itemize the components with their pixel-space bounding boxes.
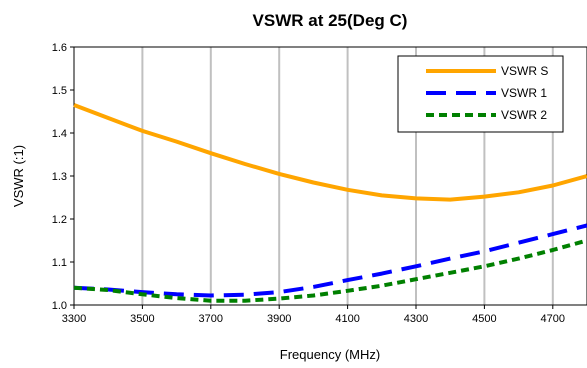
x-tick-label: 4700 — [541, 313, 565, 325]
legend-label-vswr-2: VSWR 2 — [501, 108, 547, 122]
series-line-vswr-1 — [73, 223, 587, 298]
series-layer — [73, 103, 587, 303]
chart-title: VSWR at 25(Deg C) — [253, 11, 408, 30]
y-axis-ticks: 1.0 1.1 1.2 1.3 1.4 1.5 1.6 — [52, 42, 74, 312]
x-tick-label: 3700 — [199, 313, 223, 325]
x-tick-label: 3500 — [130, 313, 154, 325]
legend-label-vswr-s: VSWR S — [501, 64, 548, 78]
x-axis-label: Frequency (MHz) — [280, 347, 380, 362]
y-tick-label: 1.0 — [52, 300, 67, 312]
x-tick-label: 3300 — [62, 313, 86, 325]
y-tick-label: 1.1 — [52, 257, 67, 269]
legend-label-vswr-1: VSWR 1 — [501, 86, 547, 100]
x-tick-label: 4100 — [335, 313, 359, 325]
x-tick-label: 3900 — [267, 313, 291, 325]
y-tick-label: 1.6 — [52, 42, 67, 54]
y-tick-label: 1.2 — [52, 214, 67, 226]
series-line-vswr-2 — [73, 238, 587, 303]
y-tick-label: 1.5 — [52, 85, 67, 97]
series-line-vswr-s — [73, 103, 587, 202]
y-axis-label: VSWR (:1) — [11, 145, 26, 207]
x-tick-label: 4300 — [404, 313, 428, 325]
x-tick-label: 4500 — [472, 313, 496, 325]
legend: VSWR S VSWR 1 VSWR 2 — [397, 55, 564, 133]
legend-box — [397, 55, 564, 133]
y-tick-label: 1.3 — [52, 171, 67, 183]
x-axis-ticks: 3300 3500 3700 3900 4100 4300 4500 4700 — [62, 305, 565, 325]
y-tick-label: 1.4 — [52, 128, 67, 140]
